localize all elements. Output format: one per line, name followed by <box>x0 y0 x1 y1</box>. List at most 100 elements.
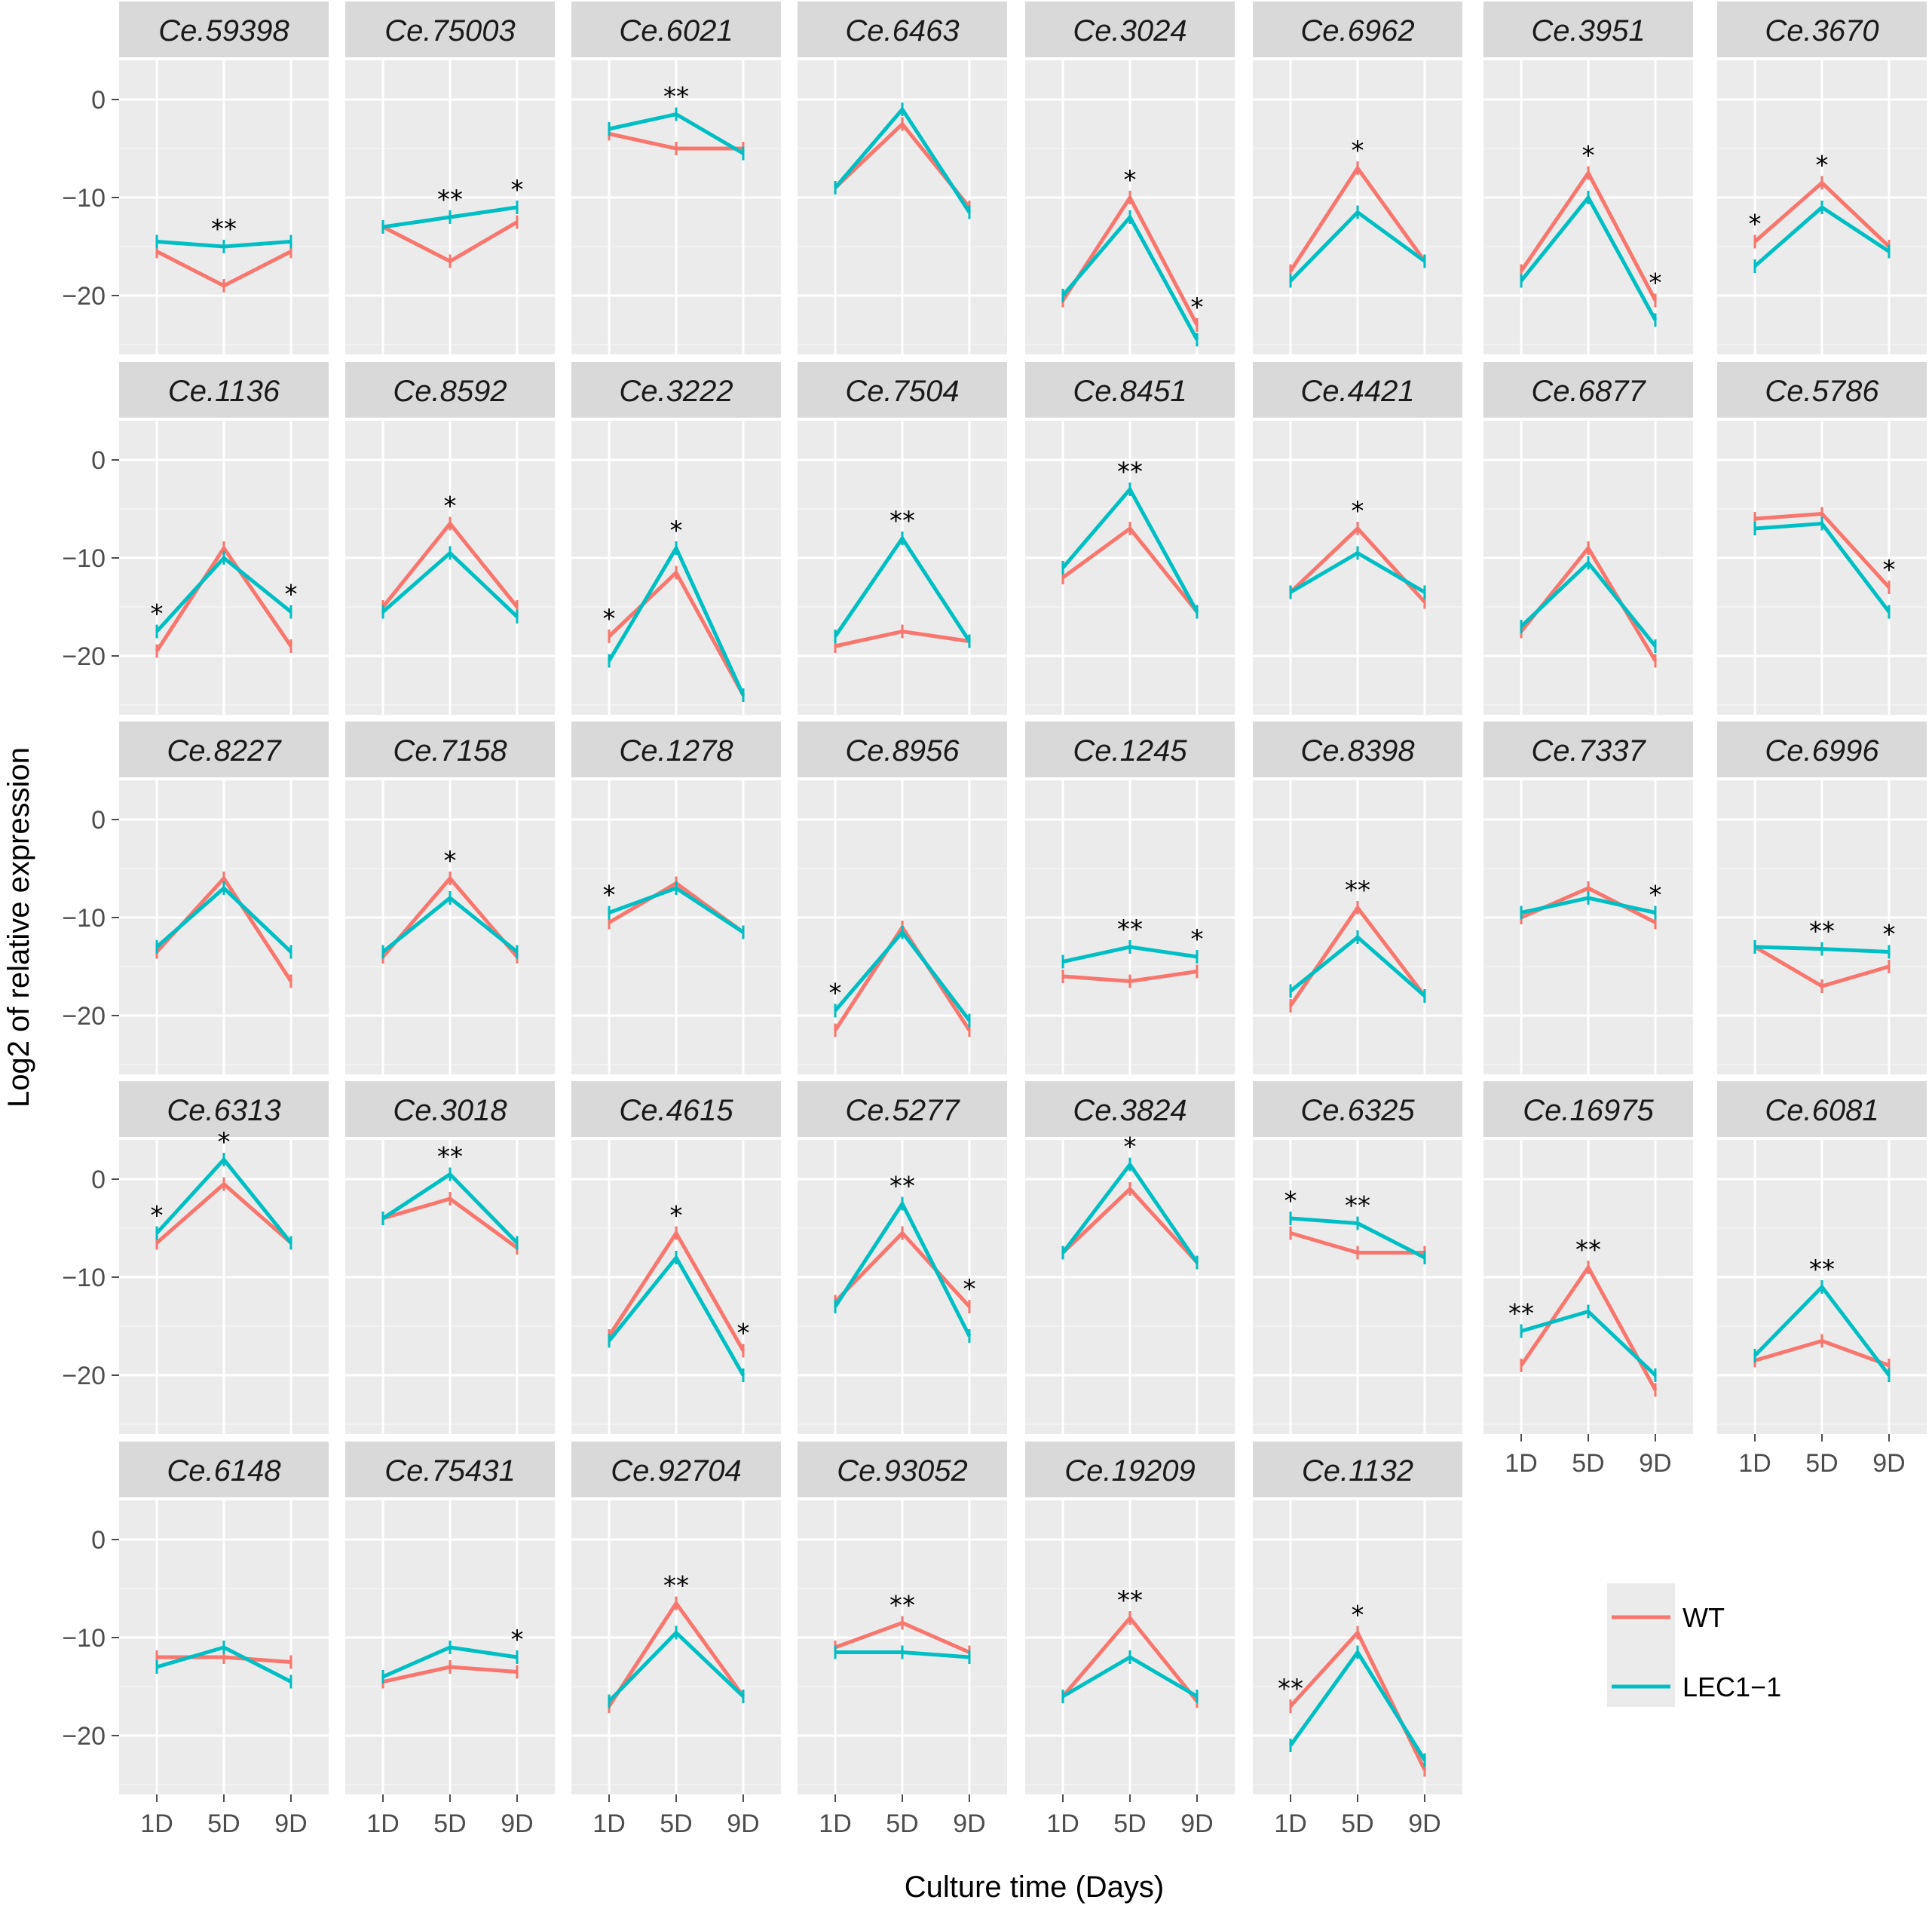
panel-ce-7158: Ce.7158 * <box>345 722 555 1074</box>
panel-title: Ce.4421 <box>1300 375 1414 408</box>
x-tick-label: 5D <box>207 1809 240 1838</box>
panel-title: Ce.5277 <box>845 1094 960 1127</box>
significance-marker: * <box>444 492 457 522</box>
panel-ce-8227: Ce.8227 0 −10 −20 <box>62 722 329 1074</box>
panel-title: Ce.6081 <box>1765 1094 1878 1127</box>
significance-marker: * <box>444 846 457 876</box>
y-axis-title: Log2 of relative expression <box>2 747 35 1108</box>
significance-marker: ** <box>1508 1299 1534 1329</box>
significance-marker: * <box>1649 268 1661 299</box>
significance-marker: ** <box>1117 915 1143 945</box>
panel-ce-3018: Ce.3018 ** <box>345 1081 555 1434</box>
y-tick-label: −10 <box>62 184 106 213</box>
y-tick-label: −10 <box>62 544 106 573</box>
x-tick-label: 9D <box>1180 1809 1213 1838</box>
significance-marker: * <box>1190 924 1203 954</box>
panel-title: Ce.8592 <box>393 375 507 408</box>
significance-marker: * <box>670 1201 683 1231</box>
y-tick-label: 0 <box>91 86 106 115</box>
panel-ce-8451: Ce.8451 ** <box>1025 362 1235 715</box>
panel-ce-6325: Ce.6325* ** <box>1253 1081 1462 1434</box>
significance-marker: * <box>1352 136 1364 166</box>
significance-marker: * <box>736 1319 749 1349</box>
panel-title: Ce.8451 <box>1073 375 1186 408</box>
panel-title: Ce.8398 <box>1300 734 1415 768</box>
panel-strip <box>119 722 329 777</box>
panel-ce-4421: Ce.4421 * <box>1253 362 1462 715</box>
panel-strip <box>345 1442 555 1497</box>
panel-ce-8398: Ce.8398 ** <box>1253 722 1462 1074</box>
significance-marker: * <box>1284 1186 1297 1216</box>
significance-marker: * <box>1649 881 1661 911</box>
x-tick-label: 5D <box>1113 1809 1146 1838</box>
significance-marker: ** <box>1345 875 1370 905</box>
significance-marker: ** <box>1809 1255 1835 1285</box>
significance-marker: ** <box>889 1172 915 1202</box>
panel-ce-8956: Ce.8956 * <box>798 722 1007 1074</box>
significance-marker: * <box>829 979 842 1009</box>
panel-ce-3951: Ce.3951 * * <box>1483 2 1693 354</box>
panel-strip <box>1025 722 1235 777</box>
panel-ce-5277: Ce.5277*** <box>798 1081 1007 1434</box>
x-tick-label: 1D <box>366 1809 399 1838</box>
significance-marker: ** <box>889 1591 915 1621</box>
panel-ce-4615: Ce.4615 * * <box>571 1081 781 1434</box>
y-tick-label: −10 <box>62 1624 106 1653</box>
panel-strip <box>1025 362 1235 418</box>
panel-title: Ce.1278 <box>619 734 733 768</box>
significance-marker: ** <box>437 185 463 215</box>
panel-strip <box>1253 1081 1462 1137</box>
panel-strip <box>1717 722 1927 777</box>
panel-title: Ce.59398 <box>158 14 289 47</box>
panel-ce-93052: Ce.93052 1D 5D 9D ** <box>798 1442 1007 1838</box>
panel-strip <box>798 1081 1007 1137</box>
panel-strip <box>1483 362 1693 418</box>
panel-ce-5786: Ce.5786 * <box>1717 362 1927 715</box>
panel-strip <box>119 362 329 418</box>
x-tick-label: 5D <box>433 1809 466 1838</box>
x-tick-label: 1D <box>1274 1809 1306 1838</box>
panel-title: Ce.1245 <box>1073 734 1187 768</box>
panel-title: Ce.1136 <box>168 375 280 408</box>
x-tick-label: 1D <box>1046 1809 1079 1838</box>
panel-strip <box>119 1442 329 1497</box>
panel-ce-75431: Ce.75431 1D 5D 9D * <box>345 1442 555 1838</box>
significance-marker: * <box>1816 151 1829 181</box>
panel-strip <box>345 1081 555 1137</box>
significance-marker: * <box>151 1201 164 1231</box>
panel-strip <box>1483 722 1693 777</box>
panel-ce-6081: Ce.6081 1D 5D 9D ** <box>1717 1081 1927 1478</box>
panel-title: Ce.3951 <box>1531 14 1645 47</box>
significance-marker: ** <box>663 1571 689 1601</box>
y-tick-label: −20 <box>62 1722 106 1751</box>
panel-strip <box>571 722 781 777</box>
significance-marker: * <box>603 881 616 911</box>
panel-title: Ce.3670 <box>1765 14 1878 47</box>
panel-title: Ce.1132 <box>1302 1454 1413 1488</box>
panel-strip <box>1717 1081 1927 1137</box>
y-tick-label: −20 <box>62 282 106 311</box>
panel-strip <box>798 2 1007 57</box>
panel-strip <box>345 2 555 57</box>
legend: WT LEC1−1 <box>1607 1583 1781 1707</box>
significance-marker: * <box>151 599 164 630</box>
x-tick-label: 9D <box>274 1809 307 1838</box>
panel-ce-3222: Ce.3222 * * <box>571 362 781 715</box>
panel-strip <box>345 722 555 777</box>
panel-title: Ce.3222 <box>619 375 733 408</box>
significance-marker: * <box>218 1127 231 1157</box>
panel-title: Ce.19209 <box>1064 1454 1195 1488</box>
panel-strip <box>119 1081 329 1137</box>
significance-marker: * <box>510 175 523 205</box>
panel-title: Ce.7504 <box>845 375 959 408</box>
y-tick-label: −20 <box>62 1362 106 1390</box>
x-tick-label: 9D <box>953 1809 985 1838</box>
panel-ce-3824: Ce.3824 * <box>1025 1081 1235 1434</box>
significance-marker: * <box>1190 293 1203 323</box>
significance-marker: ** <box>1278 1674 1303 1704</box>
significance-marker: * <box>963 1274 975 1304</box>
panel-title: Ce.6313 <box>167 1094 280 1127</box>
significance-marker: * <box>1882 920 1895 950</box>
